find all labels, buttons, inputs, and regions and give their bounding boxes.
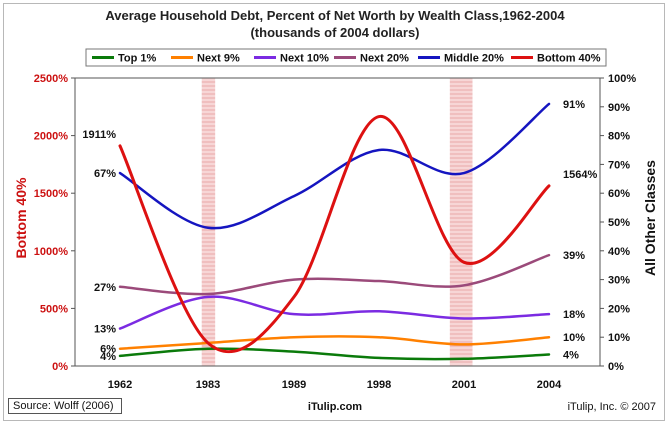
series-start-label: 6%	[100, 344, 116, 356]
recession-band-2	[449, 78, 473, 366]
y-right-tick-label: 10%	[608, 332, 630, 344]
y-left-tick-label: 1000%	[34, 246, 68, 258]
series-start-label: 67%	[94, 168, 116, 180]
legend-label: Bottom 40%	[537, 53, 601, 65]
series-start-label: 4%	[100, 351, 116, 363]
y-right-tick-label: 80%	[608, 131, 630, 143]
y-left-tick-label: 2500%	[34, 73, 68, 85]
legend-label: Top 1%	[118, 53, 157, 65]
y-right-tick-label: 0%	[608, 361, 624, 373]
copyright: iTulip, Inc. © 2007	[567, 401, 656, 413]
series-line-next-9	[118, 335, 551, 350]
series-start-label: 13%	[94, 324, 116, 336]
series-end-label: 39%	[563, 250, 585, 262]
series-line-middle-20	[118, 102, 551, 230]
recession-band-1	[201, 78, 216, 366]
chart-title: Average Household Debt, Percent of Net W…	[105, 8, 565, 23]
site-name: iTulip.com	[307, 401, 363, 413]
x-tick-label: 1962	[108, 379, 132, 391]
y-left-tick-label: 2000%	[34, 131, 68, 143]
y-right-tick-label: 60%	[608, 188, 630, 200]
series-line-bottom-40	[118, 115, 551, 354]
series-end-label: 4%	[563, 349, 579, 361]
series-end-label: 1564%	[563, 169, 597, 181]
x-tick-label: 1998	[367, 379, 391, 391]
y-right-tick-label: 70%	[608, 159, 630, 171]
y-right-tick-label: 40%	[608, 246, 630, 258]
x-tick-label: 1989	[282, 379, 306, 391]
y-right-tick-label: 50%	[608, 217, 630, 229]
series-line-next-20	[118, 253, 551, 296]
y-right-tick-label: 30%	[608, 275, 630, 287]
series-start-label: 27%	[94, 282, 116, 294]
series-end-label: 18%	[563, 309, 585, 321]
series-line-top-1	[118, 347, 551, 361]
x-tick-label: 1983	[196, 379, 220, 391]
series-end-label: 10%	[563, 332, 585, 344]
y-right-tick-label: 20%	[608, 303, 630, 315]
chart-frame	[3, 3, 665, 421]
legend-label: Next 10%	[280, 53, 329, 65]
series-end-label: 91%	[563, 99, 585, 111]
chart-subtitle: (thousands of 2004 dollars)	[250, 25, 420, 40]
y-right-tick-label: 100%	[608, 73, 636, 85]
y-axis-right-label: All Other Classes	[642, 160, 658, 276]
series-line-next-10	[118, 295, 551, 330]
source-note: Source: Wolff (2006)	[8, 398, 123, 414]
y-axis-left-label: Bottom 40%	[13, 177, 29, 259]
y-left-tick-label: 500%	[40, 303, 68, 315]
y-right-tick-label: 90%	[608, 102, 630, 114]
legend-label: Middle 20%	[444, 53, 504, 65]
y-left-tick-label: 0%	[52, 361, 68, 373]
x-tick-label: 2004	[537, 379, 562, 391]
legend-label: Next 9%	[197, 53, 240, 65]
series-start-label: 1911%	[82, 129, 116, 141]
x-tick-label: 2001	[452, 379, 476, 391]
y-left-tick-label: 1500%	[34, 188, 68, 200]
legend-label: Next 20%	[360, 53, 409, 65]
